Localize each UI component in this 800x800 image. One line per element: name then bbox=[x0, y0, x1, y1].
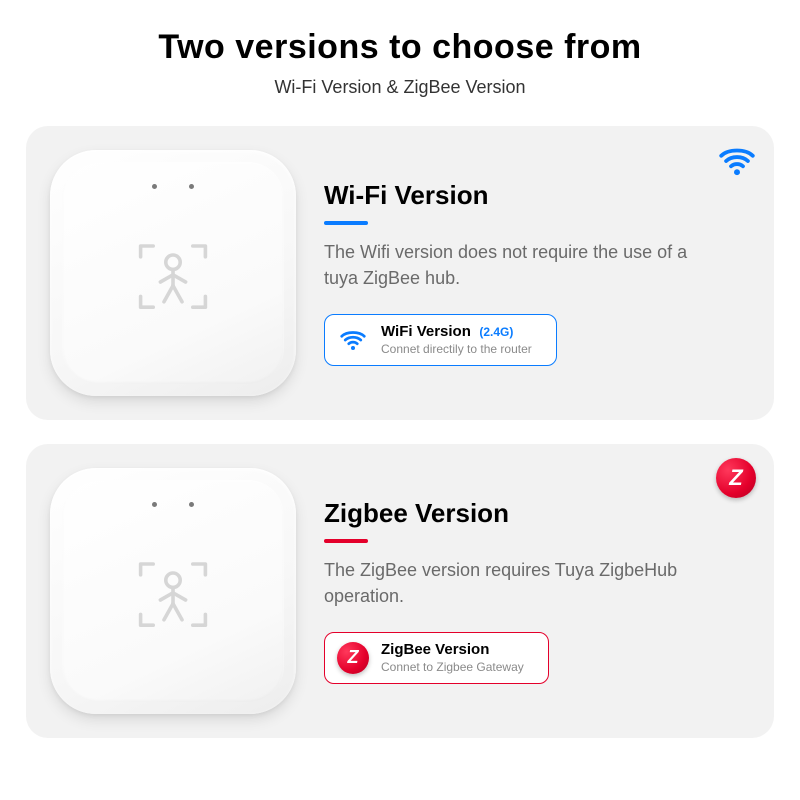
wifi-underline bbox=[324, 221, 368, 225]
wifi-badge-title: WiFi Version bbox=[381, 323, 471, 340]
zigbee-description: The ZigBee version requires Tuya ZigbeHu… bbox=[324, 557, 704, 609]
wifi-description: The Wifi version does not require the us… bbox=[324, 239, 704, 291]
wifi-badge: WiFi Version (2.4G) Connet directily to … bbox=[324, 314, 557, 366]
wifi-title: Wi-Fi Version bbox=[324, 180, 746, 211]
person-detect-icon bbox=[128, 550, 218, 640]
zigbee-underline bbox=[324, 539, 368, 543]
device-image-wifi bbox=[50, 150, 296, 396]
zigbee-icon: Z bbox=[716, 458, 758, 500]
infographic-page: Two versions to choose from Wi-Fi Versio… bbox=[0, 0, 800, 738]
zigbee-badge-sub: Connet to Zigbee Gateway bbox=[381, 661, 524, 675]
wifi-icon bbox=[337, 324, 369, 356]
person-detect-icon bbox=[128, 232, 218, 322]
zigbee-title: Zigbee Version bbox=[324, 498, 746, 529]
wifi-badge-sub: Connet directily to the router bbox=[381, 343, 532, 357]
wifi-icon bbox=[716, 140, 758, 182]
wifi-badge-note: (2.4G) bbox=[479, 325, 513, 339]
page-subtitle: Wi-Fi Version & ZigBee Version bbox=[26, 77, 774, 98]
wifi-card: Wi-Fi Version The Wifi version does not … bbox=[26, 126, 774, 420]
wifi-info: Wi-Fi Version The Wifi version does not … bbox=[324, 180, 746, 365]
page-title: Two versions to choose from bbox=[26, 28, 774, 67]
zigbee-icon: Z bbox=[337, 642, 369, 674]
zigbee-card: Z bbox=[26, 444, 774, 738]
zigbee-info: Zigbee Version The ZigBee version requir… bbox=[324, 498, 746, 683]
device-image-zigbee bbox=[50, 468, 296, 714]
zigbee-badge: Z ZigBee Version Connet to Zigbee Gatewa… bbox=[324, 632, 549, 684]
zigbee-badge-title: ZigBee Version bbox=[381, 641, 489, 658]
